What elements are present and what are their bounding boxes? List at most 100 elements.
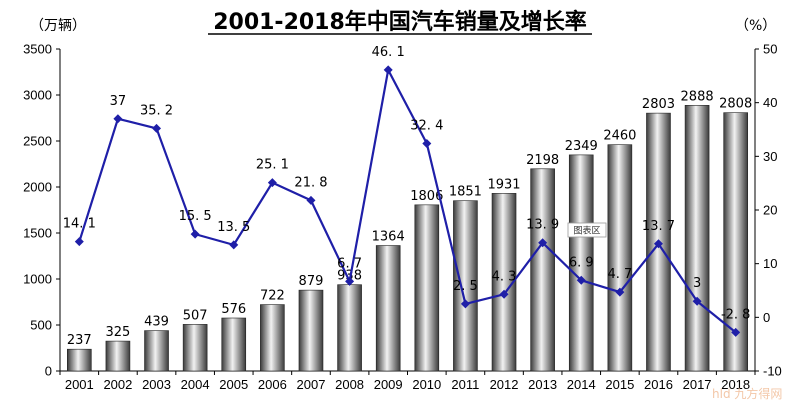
bar-value-label: 576 — [221, 302, 246, 317]
x-axis-tick-label: 2011 — [451, 377, 479, 392]
growth-value-label: 25. 1 — [256, 158, 289, 173]
growth-value-label: 4. 7 — [607, 267, 632, 282]
growth-point — [190, 229, 200, 239]
bar-value-label: 722 — [260, 289, 285, 304]
bar-value-label: 2803 — [642, 97, 675, 112]
growth-value-label: 15. 5 — [179, 209, 212, 224]
growth-value-label: 3 — [693, 276, 701, 291]
bar-value-label: 1851 — [449, 185, 482, 200]
x-axis-tick-label: 2007 — [297, 377, 326, 392]
bar — [684, 105, 710, 372]
growth-value-label: -2. 8 — [721, 307, 751, 322]
growth-line-series — [74, 65, 741, 337]
growth-value-label: 14. 1 — [63, 217, 96, 232]
x-axis-tick-label: 2010 — [412, 377, 441, 392]
bar-value-label: 2460 — [603, 129, 636, 144]
growth-value-label: 37 — [110, 94, 127, 109]
bar — [453, 200, 478, 372]
left-axis-tick-label: 0 — [45, 364, 52, 379]
bar-value-label: 439 — [144, 315, 169, 330]
bar-value-label: 879 — [299, 274, 324, 289]
right-axis-tick-label: 50 — [763, 42, 777, 57]
x-axis-tick-label: 2008 — [335, 377, 364, 392]
bar — [67, 348, 92, 372]
bar-value-label: 507 — [183, 308, 208, 323]
bar — [182, 324, 208, 372]
watermark: hld 九方得网 — [712, 386, 782, 401]
x-axis-tick-label: 2012 — [490, 377, 519, 392]
x-axis-tick-label: 2015 — [605, 377, 634, 392]
chart-area-tag[interactable]: 图表区 — [567, 222, 607, 238]
growth-value-label: 13. 9 — [526, 218, 559, 233]
growth-point — [267, 178, 277, 188]
right-axis-tick-label: 0 — [763, 310, 770, 325]
growth-point — [692, 296, 702, 306]
bar-value-label: 2888 — [681, 89, 714, 104]
bar — [144, 330, 169, 372]
growth-point — [499, 289, 509, 299]
left-axis-tick-label: 2000 — [23, 180, 52, 195]
growth-value-label: 13. 7 — [642, 219, 675, 234]
x-axis-tick-label: 2009 — [374, 377, 403, 392]
x-axis-tick-label: 2003 — [142, 377, 171, 392]
left-axis-tick-label: 1500 — [23, 226, 52, 241]
bar-value-label: 2349 — [565, 139, 598, 154]
right-axis-tick-label: 30 — [763, 149, 777, 164]
bar — [568, 154, 594, 372]
bars — [67, 105, 748, 372]
bar — [530, 168, 555, 372]
bar — [337, 284, 362, 372]
bar-value-label: 237 — [67, 333, 92, 348]
bar-value-label: 2198 — [526, 153, 559, 168]
x-axis-tick-label: 2013 — [528, 377, 557, 392]
x-axis-tick-label: 2004 — [181, 377, 210, 392]
growth-value-label: 35. 2 — [140, 103, 173, 118]
bar — [607, 144, 633, 372]
x-axis-tick-label: 2018 — [721, 377, 750, 392]
bar — [414, 204, 440, 372]
bar-value-label: 1364 — [372, 230, 405, 245]
right-axis-tick-label: 10 — [763, 256, 777, 271]
growth-point — [74, 237, 84, 247]
growth-point — [615, 287, 625, 297]
axes: 0 500 1000 1500 2000 2500 3000 3500 -10 0 10 20 30 40… — [23, 42, 782, 393]
bar-value-label: 1931 — [487, 177, 520, 192]
left-axis-unit: （万辆） — [30, 18, 86, 34]
bar-value-label: 325 — [106, 325, 131, 340]
left-axis-tick-label: 3000 — [23, 88, 52, 103]
growth-value-label: 13. 5 — [217, 220, 250, 235]
x-axis-tick-label: 2005 — [219, 377, 248, 392]
bar-value-label: 1806 — [410, 189, 443, 204]
growth-line — [78, 66, 737, 334]
growth-value-label: 4. 3 — [492, 269, 517, 284]
growth-value-label: 32. 4 — [410, 118, 443, 133]
growth-point — [422, 138, 432, 148]
x-axis-tick-label: 2017 — [683, 377, 712, 392]
bar — [221, 317, 247, 372]
growth-value-label: 6. 7 — [337, 256, 362, 271]
growth-point — [653, 239, 663, 249]
bar — [105, 340, 131, 372]
bar — [260, 304, 285, 372]
bar — [375, 245, 401, 372]
left-axis-tick-label: 500 — [30, 318, 52, 333]
left-axis-tick-label: 1000 — [23, 272, 52, 287]
growth-point — [576, 275, 586, 285]
x-axis-tick-label: 2001 — [65, 377, 94, 392]
bar-value-label: 2808 — [719, 97, 752, 112]
x-axis-tick-label: 2006 — [258, 377, 287, 392]
growth-point — [306, 195, 316, 205]
growth-point — [460, 299, 470, 309]
growth-value-label: 2. 5 — [453, 279, 478, 294]
right-axis-tick-label: 40 — [763, 95, 777, 110]
growth-point — [345, 276, 355, 286]
right-axis-unit: （%） — [735, 18, 776, 34]
bar — [298, 289, 324, 372]
right-axis-tick-label: -10 — [763, 364, 782, 379]
growth-value-label: 6. 9 — [569, 255, 594, 270]
x-axis-tick-label: 2002 — [103, 377, 132, 392]
growth-point — [229, 240, 239, 250]
left-axis-tick-label: 3500 — [23, 42, 52, 57]
